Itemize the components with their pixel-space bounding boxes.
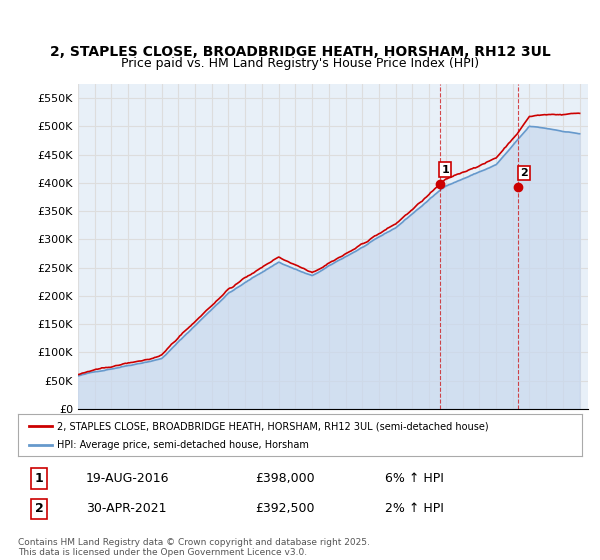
- Text: 1: 1: [35, 472, 44, 485]
- Text: 2% ↑ HPI: 2% ↑ HPI: [385, 502, 443, 515]
- Text: 30-APR-2021: 30-APR-2021: [86, 502, 166, 515]
- Text: 2, STAPLES CLOSE, BROADBRIDGE HEATH, HORSHAM, RH12 3UL (semi-detached house): 2, STAPLES CLOSE, BROADBRIDGE HEATH, HOR…: [58, 421, 489, 431]
- Text: 1: 1: [442, 165, 449, 175]
- Text: £392,500: £392,500: [255, 502, 314, 515]
- Text: HPI: Average price, semi-detached house, Horsham: HPI: Average price, semi-detached house,…: [58, 440, 310, 450]
- Text: 6% ↑ HPI: 6% ↑ HPI: [385, 472, 443, 485]
- Text: 2, STAPLES CLOSE, BROADBRIDGE HEATH, HORSHAM, RH12 3UL: 2, STAPLES CLOSE, BROADBRIDGE HEATH, HOR…: [50, 45, 550, 59]
- Text: 19-AUG-2016: 19-AUG-2016: [86, 472, 169, 485]
- Text: £398,000: £398,000: [255, 472, 314, 485]
- Text: Contains HM Land Registry data © Crown copyright and database right 2025.
This d: Contains HM Land Registry data © Crown c…: [18, 538, 370, 557]
- Text: 2: 2: [35, 502, 44, 515]
- Text: 2: 2: [520, 168, 527, 178]
- Text: Price paid vs. HM Land Registry's House Price Index (HPI): Price paid vs. HM Land Registry's House …: [121, 57, 479, 70]
